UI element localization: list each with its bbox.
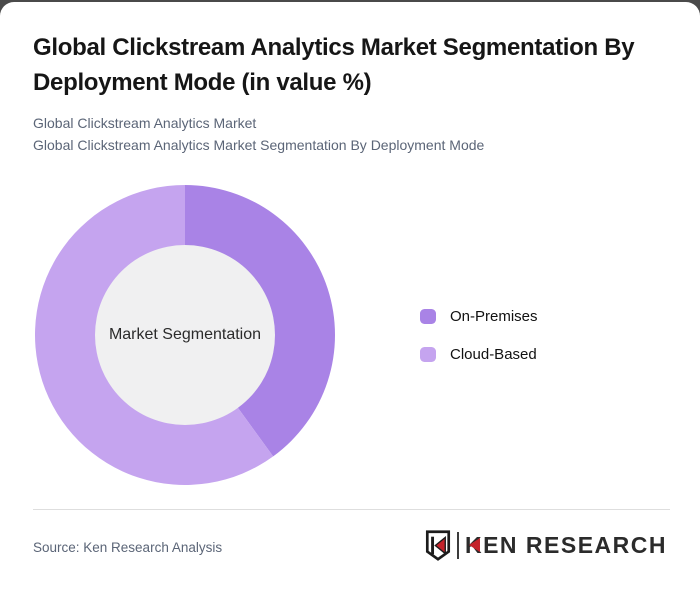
logo-wordmark-wrap: KEN RESEARCH: [465, 532, 667, 559]
chart-subtitle-segmentation: Global Clickstream Analytics Market Segm…: [33, 137, 485, 153]
legend-label-cloud-based: Cloud-Based: [450, 345, 537, 363]
ken-research-shield-icon: [425, 529, 451, 561]
chart-subtitle-market: Global Clickstream Analytics Market: [33, 115, 257, 131]
legend-item-cloud-based: Cloud-Based: [420, 345, 538, 363]
legend-label-on-premises: On-Premises: [450, 307, 538, 325]
chart-legend: On-Premises Cloud-Based: [420, 307, 538, 363]
footer-divider: [33, 509, 670, 510]
chart-title: Global Clickstream Analytics Market Segm…: [33, 34, 635, 96]
legend-item-on-premises: On-Premises: [420, 307, 538, 325]
logo-k-accent-triangle: [468, 538, 480, 552]
donut-hole: [95, 245, 275, 425]
legend-swatch-cloud-based: [420, 346, 436, 362]
logo-divider-bar: [456, 531, 459, 559]
ken-research-logo: KEN RESEARCH: [425, 529, 667, 561]
source-note: Source: Ken Research Analysis: [33, 540, 223, 555]
logo-wordmark: KEN RESEARCH: [464, 531, 667, 558]
donut-chart: Market Segmentation: [34, 185, 335, 485]
donut-svg: [34, 185, 335, 485]
chart-subtitles: Global Clickstream Analytics Market Glob…: [33, 112, 484, 156]
legend-swatch-on-premises: [420, 308, 436, 324]
